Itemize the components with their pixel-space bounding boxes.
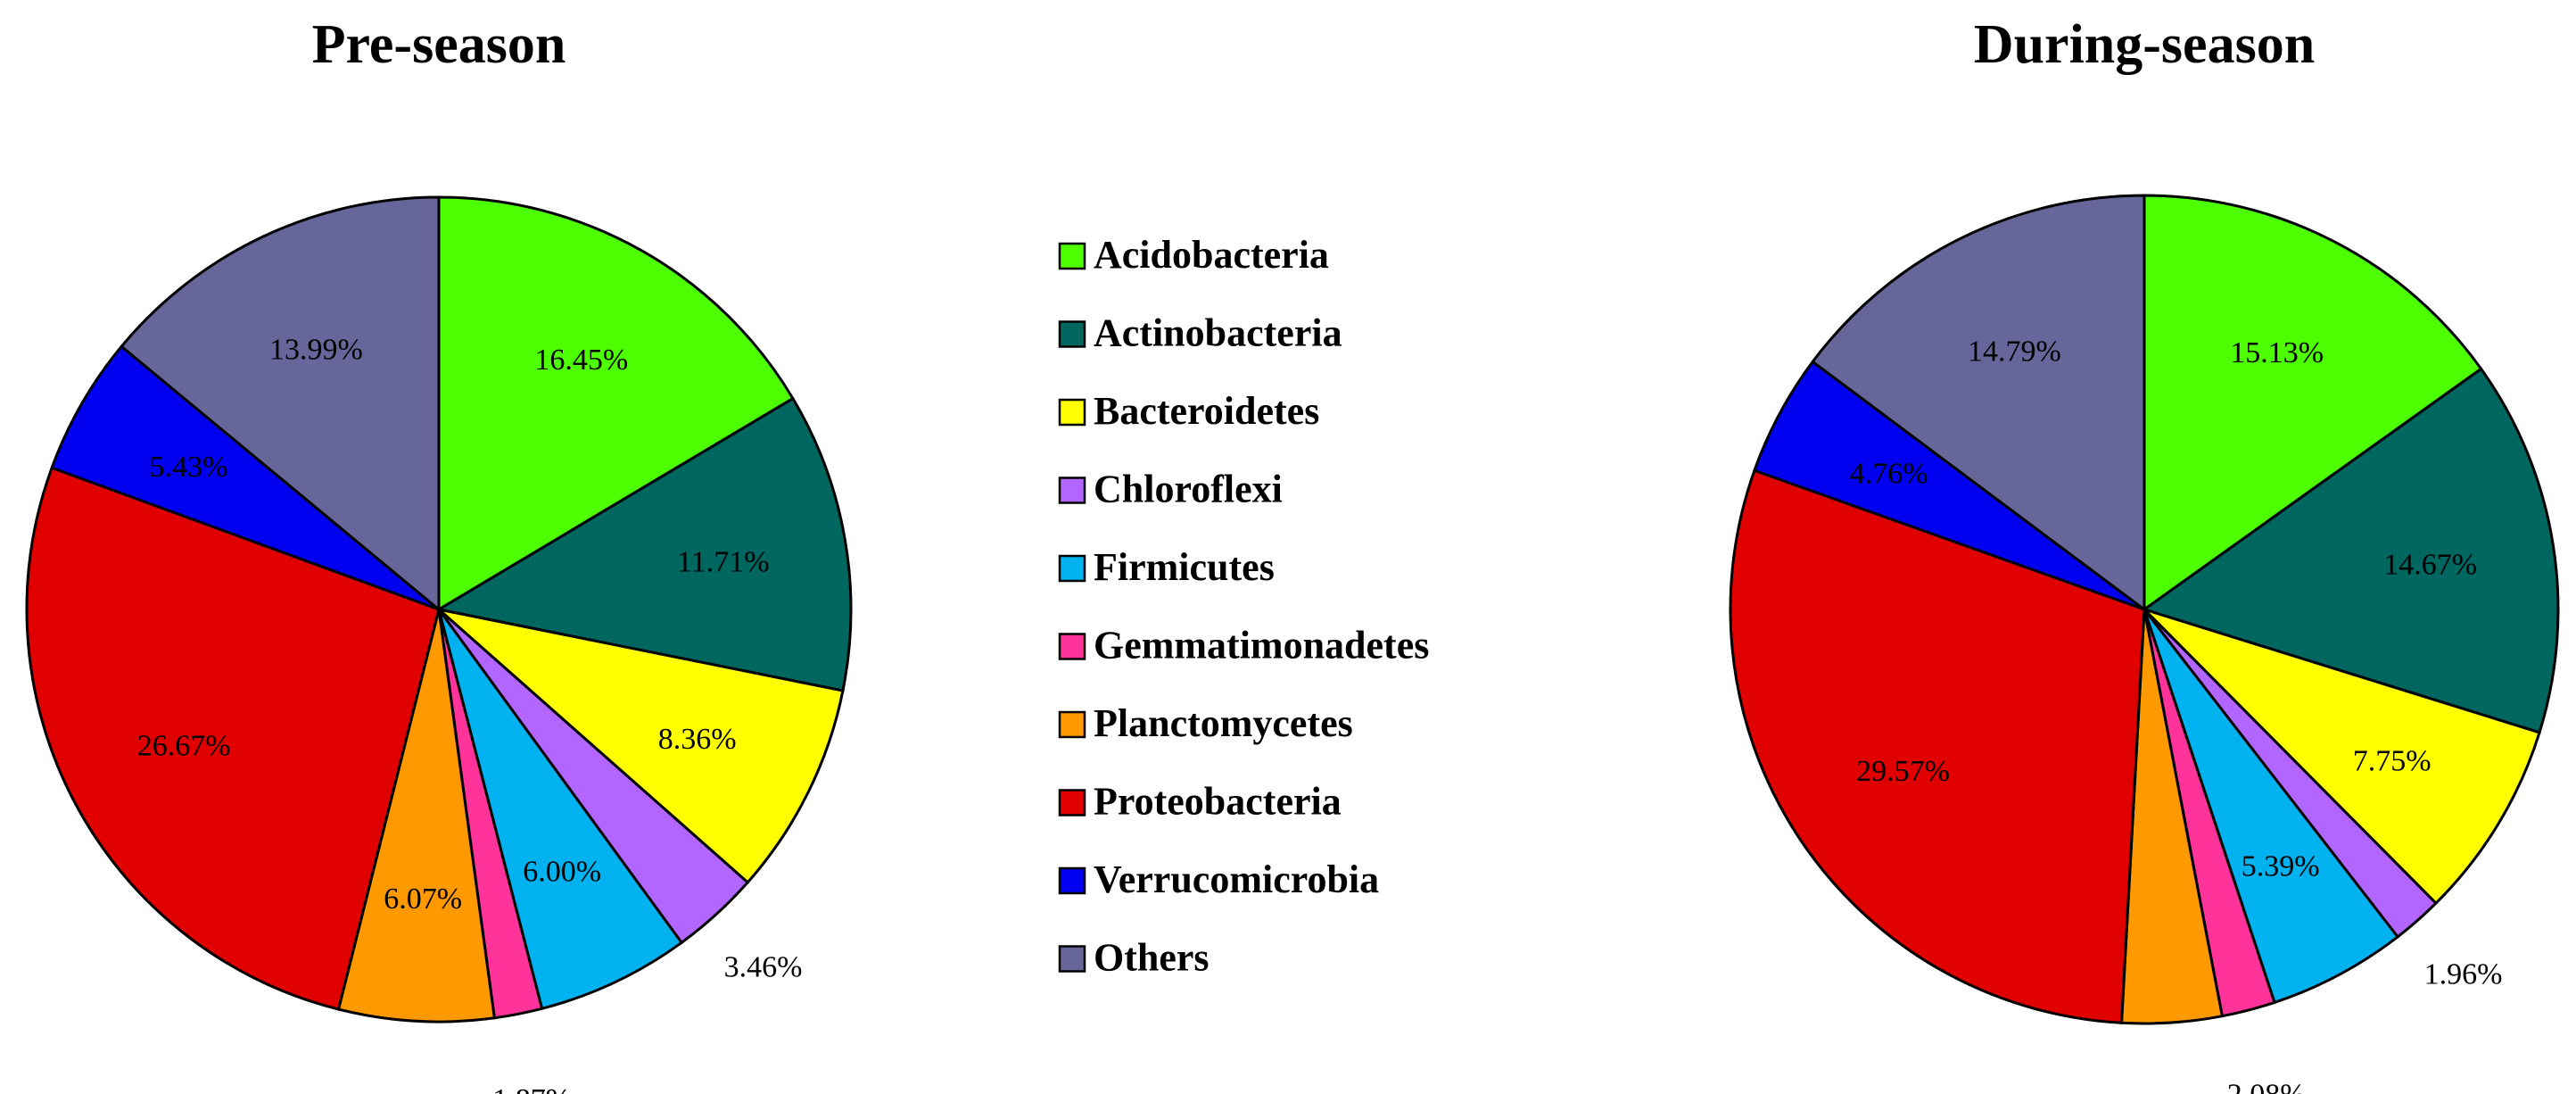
legend: Acidobacteria Actinobacteria Bacteroidetes… bbox=[1058, 233, 1429, 980]
during-season-label-planctomycetes: 3.89% bbox=[2138, 1093, 2217, 1094]
pre-season-slice-planctomycetes bbox=[336, 609, 497, 1024]
pre-season-slice-verrucomicrobia bbox=[50, 344, 440, 611]
legend-label-others: Others bbox=[1094, 936, 1210, 980]
pre-season-slice-proteobacteria bbox=[25, 466, 441, 1011]
during-season-slice-bacteroidetes bbox=[2143, 608, 2541, 906]
legend-swatch-actinobacteria bbox=[1058, 320, 1086, 348]
pre-season-label-planctomycetes: 6.07% bbox=[384, 883, 462, 916]
pre-season-label-others: 13.99% bbox=[269, 333, 363, 366]
during-season-label-chloroflexi: 1.96% bbox=[2424, 957, 2503, 990]
legend-label-chloroflexi: Chloroflexi bbox=[1094, 468, 1283, 511]
during-season-label-bacteroidetes: 7.75% bbox=[2353, 744, 2432, 777]
legend-label-gemmatimonadetes: Gemmatimonadetes bbox=[1094, 624, 1429, 667]
legend-swatch-planctomycetes bbox=[1058, 710, 1086, 739]
pre-season-slice-others bbox=[120, 195, 441, 613]
legend-swatch-firmicutes bbox=[1058, 554, 1086, 583]
during-season-pie: 15.13% 14.67% 7.75% 1.96% 5.39% 2.08% 3.89% 29.… bbox=[1729, 194, 2560, 1094]
during-season-title: During-season bbox=[1974, 14, 2315, 75]
legend-swatch-gemmatimonadetes bbox=[1058, 633, 1086, 660]
during-season-slice-acidobacteria bbox=[2143, 194, 2483, 612]
during-season-label-gemmatimonadetes: 2.08% bbox=[2227, 1078, 2306, 1094]
pre-season-title: Pre-season bbox=[312, 14, 566, 75]
pre-season-slice-firmicutes bbox=[437, 609, 684, 1011]
during-season-slice-proteobacteria bbox=[1729, 468, 2146, 1024]
legend-swatch-chloroflexi bbox=[1058, 477, 1086, 504]
during-season-label-proteobacteria: 29.57% bbox=[1856, 755, 1950, 788]
during-season-label-verrucomicrobia: 4.76% bbox=[1850, 458, 1928, 491]
pre-season-label-proteobacteria: 26.67% bbox=[137, 729, 231, 762]
during-season-label-firmicutes: 5.39% bbox=[2242, 850, 2320, 883]
legend-label-firmicutes: Firmicutes bbox=[1094, 545, 1275, 589]
pre-season-label-bacteroidetes: 8.36% bbox=[658, 723, 737, 756]
during-season-label-actinobacteria: 14.67% bbox=[2383, 549, 2477, 582]
legend-swatch-verrucomicrobia bbox=[1058, 866, 1086, 895]
pre-season-label-firmicutes: 6.00% bbox=[523, 855, 601, 888]
legend-swatch-proteobacteria bbox=[1058, 789, 1086, 816]
pre-season-label-chloroflexi: 3.46% bbox=[724, 950, 803, 983]
legend-label-bacteroidetes: Bacteroidetes bbox=[1094, 389, 1319, 433]
legend-label-acidobacteria: Acidobacteria bbox=[1094, 233, 1329, 277]
legend-swatch-acidobacteria bbox=[1058, 242, 1086, 270]
during-season-slice-others bbox=[1811, 194, 2146, 612]
legend-swatch-bacteroidetes bbox=[1058, 398, 1086, 427]
pre-season-slice-acidobacteria bbox=[437, 195, 795, 612]
legend-label-actinobacteria: Actinobacteria bbox=[1094, 311, 1342, 355]
legend-swatch-others bbox=[1058, 945, 1086, 973]
pre-season-label-gemmatimonadetes: 1.87% bbox=[492, 1083, 571, 1094]
during-season-slice-firmicutes bbox=[2143, 609, 2400, 1005]
during-season-label-others: 14.79% bbox=[1968, 336, 2061, 369]
pre-season-pie: 16.45% 11.71% 8.36% 3.46% 6.00% 1.87% 6.07% 26.… bbox=[25, 195, 853, 1094]
legend-label-verrucomicrobia: Verrucomicrobia bbox=[1094, 858, 1379, 901]
pre-season-label-verrucomicrobia: 5.43% bbox=[150, 451, 228, 484]
legend-label-proteobacteria: Proteobacteria bbox=[1094, 780, 1342, 824]
during-season-label-acidobacteria: 15.13% bbox=[2230, 336, 2324, 369]
pre-season-slice-bacteroidetes bbox=[433, 607, 845, 884]
pre-season-label-actinobacteria: 11.71% bbox=[677, 545, 770, 578]
pre-season-slice-actinobacteria bbox=[434, 396, 853, 692]
legend-label-planctomycetes: Planctomycetes bbox=[1094, 701, 1353, 745]
pre-season-label-acidobacteria: 16.45% bbox=[534, 344, 628, 377]
